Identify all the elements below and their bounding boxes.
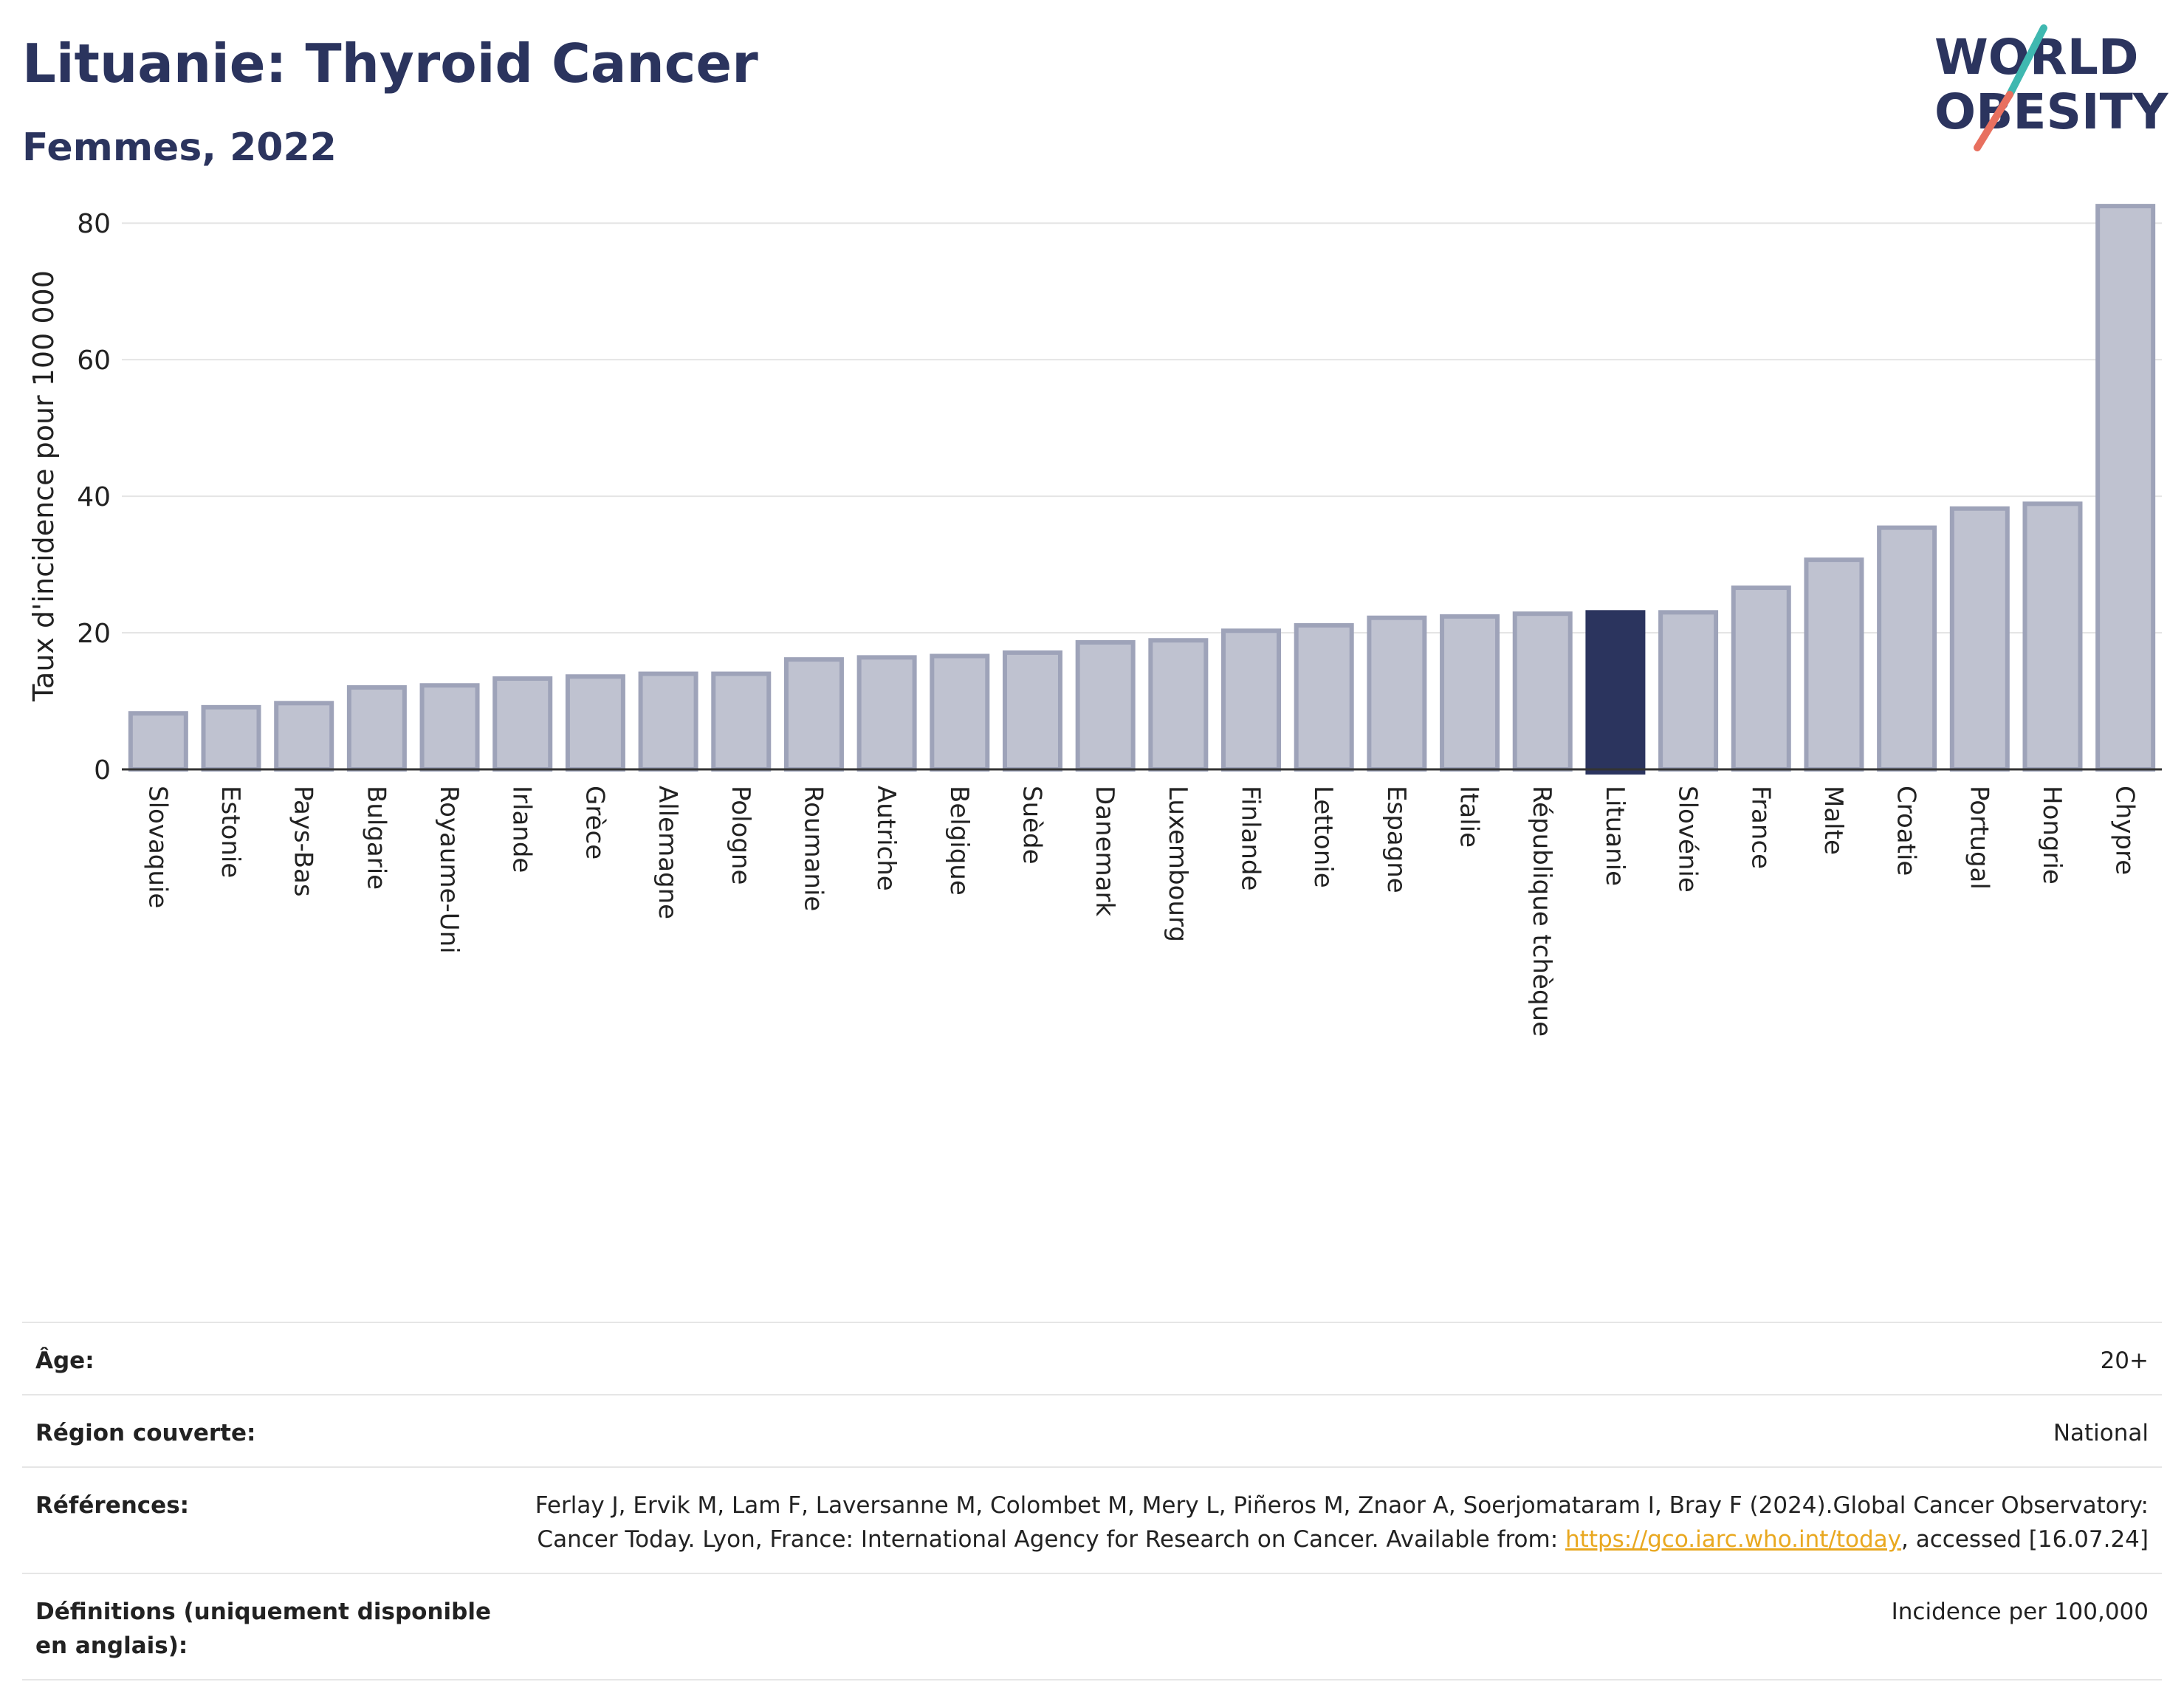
bar-highlight <box>1585 610 1646 775</box>
x-tick-label: Pologne <box>726 786 755 885</box>
bar <box>1075 640 1136 772</box>
bar <box>201 704 261 772</box>
age-value: 20+ <box>2100 1347 2149 1374</box>
x-tick-label: Roumanie <box>798 786 828 911</box>
world-obesity-logo: WORLD OBESITY <box>1934 24 2169 151</box>
bar <box>565 674 625 772</box>
bar <box>638 671 698 772</box>
x-tick-label: France <box>1745 786 1775 869</box>
y-axis-label: Taux d'incidence pour 100 000 <box>27 270 60 702</box>
bar <box>783 657 844 772</box>
x-tick-label: Pays-Bas <box>289 786 318 897</box>
x-tick-label: Italie <box>1455 786 1484 848</box>
references-text: Ferlay J, Ervik M, Lam F, Laversanne M, … <box>535 1492 2149 1553</box>
x-tick-label: Slovaquie <box>142 786 172 908</box>
x-tick-label: Autriche <box>871 786 901 891</box>
x-tick-label: Chypre <box>2110 786 2140 875</box>
bar <box>128 711 188 772</box>
references-link[interactable]: https://gco.iarc.who.int/today <box>1565 1526 1901 1553</box>
region-label: Région couverte: <box>35 1420 256 1446</box>
references-label: Références: <box>35 1492 190 1519</box>
y-tick-label: 40 <box>77 482 111 512</box>
info-row-references: Références: Ferlay J, Ervik M, Lam F, La… <box>22 1466 2162 1573</box>
x-tick-label: Luxembourg <box>1163 786 1192 942</box>
x-tick-label: Slovénie <box>1673 786 1703 893</box>
x-tick-label: Suède <box>1017 786 1046 865</box>
age-label: Âge: <box>35 1347 95 1374</box>
bar <box>1949 506 2010 772</box>
definitions-value: Incidence per 100,000 <box>1891 1599 2149 1625</box>
bar <box>1148 638 1209 772</box>
x-tick-label: Espagne <box>1381 786 1411 893</box>
bar <box>492 676 553 772</box>
y-tick-label: 0 <box>94 755 111 786</box>
x-tick-label: Hongrie <box>2037 786 2067 885</box>
x-tick-label: Royaume-Uni <box>434 786 464 954</box>
bar <box>2022 501 2083 772</box>
x-tick-label: Croatie <box>1892 786 1921 876</box>
bar <box>346 685 407 772</box>
y-tick-label: 80 <box>77 209 111 239</box>
x-tick-label: Lettonie <box>1308 786 1338 888</box>
references-suffix: , accessed [16.07.24] <box>1900 1526 2149 1553</box>
x-tick-label: République tchèque <box>1527 786 1556 1037</box>
chart-title: Lituanie: Thyroid Cancer <box>22 32 758 95</box>
x-tick-label: Malte <box>1819 786 1848 855</box>
bar <box>1440 614 1500 772</box>
bar <box>1221 628 1282 772</box>
logo-line2: OBESITY <box>1934 83 2169 140</box>
region-value: National <box>2053 1420 2149 1446</box>
chart-subtitle: Femmes, 2022 <box>22 126 337 170</box>
bar <box>1002 650 1062 772</box>
bar <box>419 683 480 772</box>
x-tick-label: Irlande <box>507 786 537 873</box>
x-tick-label: Estonie <box>216 786 245 878</box>
bar <box>1512 611 1573 772</box>
info-row-region: Région couverte: National <box>22 1394 2162 1466</box>
x-tick-label: Portugal <box>1964 786 1994 890</box>
bar <box>1731 586 1791 772</box>
bar <box>711 671 772 772</box>
x-tick-label: Finlande <box>1236 786 1266 890</box>
info-row-definitions: Définitions (uniquement disponible en an… <box>22 1573 2162 1680</box>
x-tick-label: Danemark <box>1090 786 1119 916</box>
x-tick-label: Grèce <box>580 786 609 859</box>
bar <box>1877 525 1937 772</box>
x-tick-label: Bulgarie <box>361 786 391 890</box>
x-tick-label: Belgique <box>944 786 974 896</box>
bar <box>1804 557 1864 772</box>
info-row-age: Âge: 20+ <box>22 1322 2162 1394</box>
bar <box>856 655 917 772</box>
info-table: Âge: 20+ Région couverte: National Référ… <box>22 1322 2162 1680</box>
x-tick-label: Allemagne <box>653 786 682 919</box>
bar <box>2095 204 2156 772</box>
bar <box>1367 615 1427 772</box>
y-tick-label: 60 <box>77 346 111 376</box>
x-tick-label: Lituanie <box>1600 786 1630 886</box>
y-tick-label: 20 <box>77 619 111 649</box>
bar <box>274 701 334 772</box>
definitions-label: Définitions (uniquement disponible en an… <box>35 1599 492 1659</box>
bar <box>1658 610 1719 772</box>
bar <box>1294 622 1354 772</box>
bar-chart: Taux d'incidence pour 100 000 0 20 40 60 80 S… <box>27 204 2162 1037</box>
references-value: Ferlay J, Ervik M, Lam F, Laversanne M, … <box>524 1489 2149 1556</box>
bar <box>930 653 990 772</box>
